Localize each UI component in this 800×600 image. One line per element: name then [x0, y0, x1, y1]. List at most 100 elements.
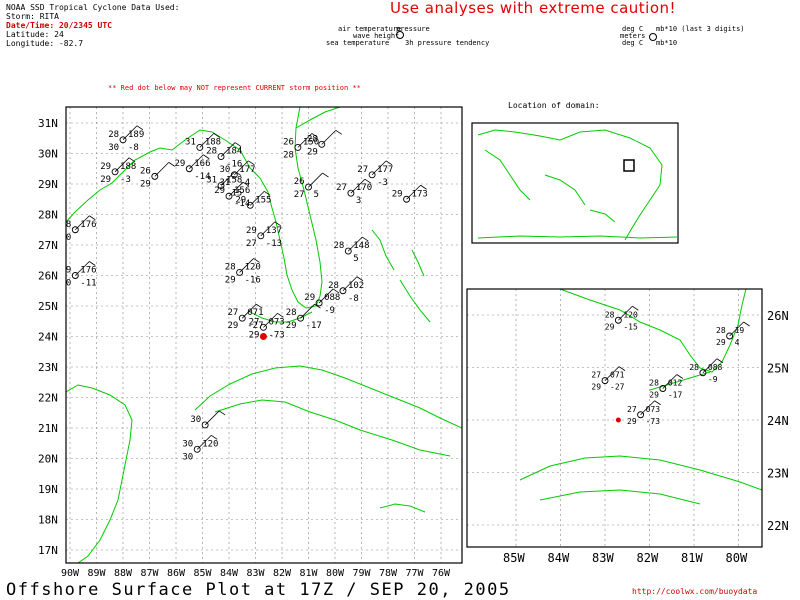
station-circle — [257, 232, 265, 240]
source-url[interactable]: http://coolwx.com/buoydata — [632, 587, 758, 596]
station-air-temp: 27 — [591, 371, 601, 380]
zoom-lat-label: 26N — [767, 309, 789, 323]
station-plot[interactable]: 28 088 -9 — [689, 358, 724, 384]
station-plot[interactable]: 28 189 30 -8 — [108, 125, 144, 153]
station-sea-temp: 29 — [140, 179, 151, 189]
station-plot[interactable]: 29 156-14 — [214, 181, 250, 209]
station-plot[interactable]: 28 19 29 4 — [716, 321, 750, 347]
station-sea-temp: 29 — [649, 391, 659, 400]
station-pressure: 148 — [353, 241, 369, 251]
wind-barb-flag — [168, 162, 176, 167]
inset-title: Location of domain: — [508, 101, 600, 110]
station-sea-temp: 29 — [716, 338, 726, 347]
world-asia — [544, 174, 586, 206]
station-plot[interactable]: 27 073 29 -73 — [627, 400, 661, 426]
station-plot[interactable]: 29 173 — [392, 184, 428, 203]
station-plot[interactable]: 28 184 -16 — [206, 142, 242, 170]
station-circle — [297, 314, 304, 322]
station-circle — [659, 385, 667, 392]
wind-barb — [618, 305, 633, 321]
station-pressure-tendency: -27 — [247, 321, 263, 331]
station-plot[interactable]: 29 137 27 -13 — [246, 221, 282, 249]
wind-barb — [114, 157, 130, 173]
wind-barb-flag — [716, 358, 724, 364]
station-pressure: 177 — [377, 165, 393, 175]
station-pressure: 073 — [646, 405, 661, 414]
key-station-circle — [396, 31, 404, 39]
main-lat-label: 20N — [38, 453, 58, 466]
wind-barb-flag — [136, 125, 144, 131]
station-circle — [699, 369, 707, 377]
station-pressure-tendency: 4 — [735, 338, 740, 347]
station-air-temp: 26 — [294, 177, 305, 187]
station-pressure: 088 — [708, 363, 723, 372]
station-pressure-tendency: -73 — [268, 330, 284, 340]
station-plot[interactable]: 31 188 — [185, 133, 221, 151]
wind-barb — [263, 313, 278, 328]
main-lat-label: 25N — [38, 300, 58, 313]
station-air-temp: 27 — [627, 405, 637, 414]
station-plot[interactable]: 27 177 -3 — [357, 160, 393, 188]
station-plot[interactable]: 29 188 29 -3 — [100, 157, 136, 185]
station-plot[interactable]: 28 148 5 — [333, 236, 370, 264]
station-plot[interactable]: 27 073 29 -73 — [249, 313, 285, 340]
station-circle — [151, 172, 159, 180]
station-pressure: 071 — [610, 371, 625, 380]
station-plot[interactable]: 29 155 — [235, 191, 271, 209]
station-circle — [344, 247, 352, 255]
zoom-lon-label: 83W — [592, 551, 614, 565]
station-air-temp: 8 — [66, 220, 71, 230]
yucatan-coast — [66, 384, 133, 563]
station-plot[interactable]: 28 120 29 -16 — [225, 258, 261, 285]
wind-barb-flag — [332, 288, 340, 294]
station-circle — [403, 195, 410, 203]
station-plot[interactable]: 27 170 3 — [336, 178, 372, 206]
main-lon-label: 90W — [61, 568, 80, 579]
wind-barb — [249, 191, 265, 206]
station-circle — [217, 153, 225, 161]
station-plot[interactable]: 28 102 -8 — [328, 276, 364, 304]
main-lat-label: 26N — [38, 270, 58, 283]
station-plot[interactable]: 29 166 -14 — [174, 154, 211, 182]
wind-barb-flag — [89, 215, 96, 221]
station-plot[interactable]: 29 088 -9 — [304, 288, 340, 316]
storm-position-warning: ** Red dot below may NOT represent CURRE… — [108, 84, 361, 92]
station-plot[interactable]: 26 27 5 — [294, 172, 329, 200]
station-plot[interactable]: 28 120 29 -15 — [605, 305, 639, 331]
station-plot[interactable]: 30 — [190, 410, 226, 429]
world-antarctica — [477, 235, 678, 239]
zoom-cuba — [519, 455, 762, 491]
storm-position-marker[interactable] — [259, 333, 267, 340]
wind-barb-flag — [277, 313, 284, 318]
wind-barb-flag — [743, 321, 750, 327]
station-plot[interactable]: 29 176 30 -11 — [61, 261, 97, 289]
wind-barb — [318, 288, 334, 304]
wind-barb-flag — [234, 171, 242, 176]
main-lon-label: 77W — [406, 568, 425, 579]
station-plot[interactable]: 8 176 0 — [66, 215, 97, 243]
storm-position-marker-zoom[interactable] — [615, 417, 621, 423]
main-lon-label: 89W — [88, 568, 107, 579]
station-circle — [246, 201, 254, 209]
station-circle — [318, 140, 326, 148]
zoom-lon-label: 82W — [637, 551, 659, 565]
wind-barb — [122, 125, 138, 141]
station-plot[interactable]: 31 158-15 — [206, 171, 242, 199]
station-plot[interactable]: 28 012 29 -17 — [649, 374, 684, 400]
station-plot[interactable]: 30 120 30 — [182, 435, 218, 462]
wind-barb — [220, 171, 236, 186]
bahamas-2 — [399, 279, 431, 323]
main-lat-label: 23N — [38, 361, 58, 374]
key-pressure: pressure — [396, 25, 430, 33]
main-lon-label: 88W — [114, 568, 133, 579]
station-sea-temp: 29 — [307, 147, 318, 157]
wind-barb-flag — [311, 133, 319, 138]
station-pressure: 073 — [268, 317, 284, 327]
station-plot[interactable]: 28 29 -17 — [286, 303, 322, 331]
